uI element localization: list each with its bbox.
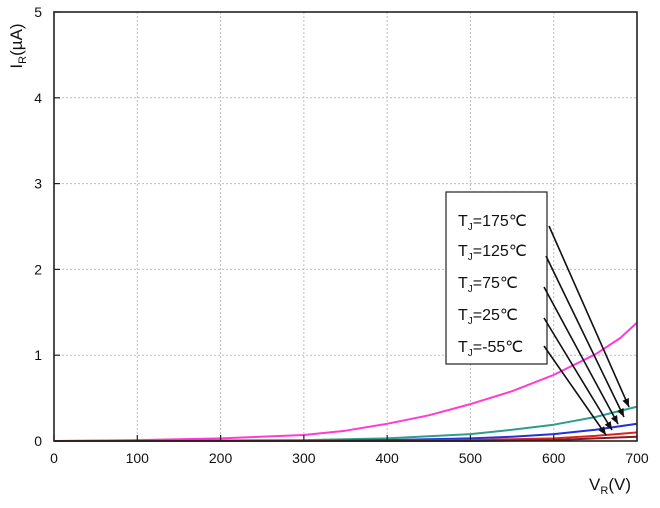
legend-arrow-2 [543, 286, 619, 425]
y-tick-label: 4 [34, 90, 42, 106]
legend-arrows [543, 225, 630, 436]
x-axis-title-main: V [589, 475, 601, 494]
legend: TJ=175℃ TJ=125℃ TJ=75℃ TJ=25℃ TJ=-55℃ [445, 191, 630, 436]
legend-arrowhead-0 [622, 398, 629, 407]
legend-arrowhead-2 [611, 415, 618, 424]
legend-arrow-1 [545, 255, 625, 418]
axis-layer: 0 100 200 300 400 500 600 700 0 1 2 3 4 5 [34, 4, 649, 466]
legend-items: TJ=175℃ TJ=125℃ TJ=75℃ TJ=25℃ TJ=-55℃ [458, 213, 527, 359]
legend-label-3: TJ=25℃ [458, 307, 518, 327]
plot-frame [53, 11, 638, 442]
x-axis-title-tail: (V) [608, 475, 631, 494]
y-axis-title-sub: R [17, 56, 29, 64]
x-tick-label: 700 [625, 450, 649, 466]
legend-arrow-0 [548, 225, 630, 408]
x-axis-title-sub: R [600, 485, 608, 497]
y-axis-title: IR(µA) [7, 23, 29, 68]
legend-label-4: TJ=-55℃ [458, 339, 523, 359]
legend-box [445, 191, 548, 365]
y-tick-label: 3 [34, 176, 42, 192]
x-tick-label: 400 [375, 450, 399, 466]
legend-arrowhead-1 [617, 408, 624, 417]
y-tick-label: 0 [34, 433, 42, 449]
y-axis-title-tail: (µA) [7, 23, 26, 55]
y-tick-label: 2 [34, 261, 42, 277]
legend-arrowhead-4 [598, 426, 606, 435]
x-tick-label: 100 [126, 450, 150, 466]
x-tick-label: 0 [50, 450, 58, 466]
legend-label-0: TJ=175℃ [458, 213, 527, 233]
x-tick-label: 600 [542, 450, 566, 466]
series-layer [53, 321, 638, 442]
series-line-1 [53, 405, 638, 442]
legend-label-1: TJ=125℃ [458, 243, 527, 263]
legend-arrow-3 [543, 317, 613, 431]
x-tick-label: 200 [209, 450, 233, 466]
series-line-0 [53, 321, 638, 442]
y-tick-label: 1 [34, 347, 42, 363]
x-axis-title: VR(V) [589, 475, 631, 497]
legend-arrow-4 [543, 345, 607, 436]
x-tick-label: 500 [459, 450, 483, 466]
legend-label-2: TJ=75℃ [458, 275, 518, 295]
legend-arrowhead-3 [604, 421, 612, 430]
y-axis-title-main: I [7, 64, 26, 69]
y-tick-label: 5 [34, 4, 42, 20]
x-tick-label: 300 [292, 450, 316, 466]
